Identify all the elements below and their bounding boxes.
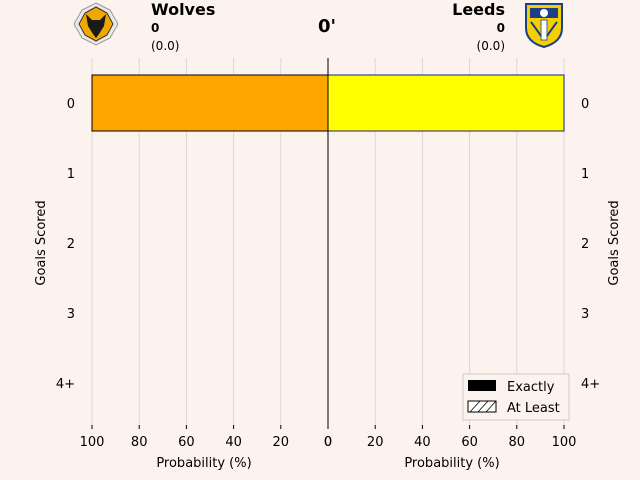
home-xg: (0.0) — [151, 39, 179, 53]
x-tick-label-left: 40 — [225, 435, 242, 450]
away-logo — [525, 3, 563, 49]
y-tick-label-left: 4+ — [56, 377, 75, 392]
y-tick-label-right: 1 — [581, 167, 589, 182]
legend-swatch-at-least — [467, 400, 497, 413]
x-tick-label-right: 20 — [367, 435, 384, 450]
legend: Exactly At Least — [462, 373, 570, 421]
home-score: 0 — [151, 21, 159, 35]
bar-away-exactly-0 — [327, 74, 565, 132]
x-tick-label-left: 20 — [273, 435, 290, 450]
x-tick-label-right: 40 — [414, 435, 431, 450]
legend-label-exactly: Exactly — [507, 380, 555, 395]
y-tick-label-right: 3 — [581, 307, 589, 322]
y-tick-label-right: 0 — [581, 97, 589, 112]
x-tick-label-left: 0 — [324, 435, 332, 450]
y-tick-label-left: 3 — [67, 307, 75, 322]
x-axis-label-left: Probability (%) — [156, 456, 251, 471]
y-tick-label-left: 2 — [67, 237, 75, 252]
x-tick-label-left: 100 — [80, 435, 105, 450]
y-tick-label-right: 2 — [581, 237, 589, 252]
x-axis-label-right: Probability (%) — [404, 456, 499, 471]
y-tick-label-left: 1 — [67, 167, 75, 182]
y-axis-label-left: Goals Scored — [34, 200, 49, 285]
x-tick-label-right: 60 — [461, 435, 478, 450]
away-score: 0 — [497, 21, 505, 35]
x-tick-label-left: 60 — [178, 435, 195, 450]
away-xg: (0.0) — [477, 39, 505, 53]
away-team-name: Leeds — [452, 0, 505, 19]
home-team-name: Wolves — [151, 0, 215, 19]
x-tick-label-right: 80 — [509, 435, 526, 450]
x-tick-label-right: 100 — [552, 435, 577, 450]
x-tick-label-right: 0 — [324, 435, 332, 450]
y-axis-label-right: Goals Scored — [607, 200, 622, 285]
bars — [91, 74, 565, 132]
home-logo — [73, 2, 119, 46]
legend-swatch-exactly — [468, 380, 496, 391]
x-tick-label-left: 80 — [131, 435, 148, 450]
bar-home-exactly-0 — [91, 74, 329, 132]
legend-label-at-least: At Least — [507, 401, 560, 416]
y-tick-label-right: 4+ — [581, 377, 600, 392]
y-tick-label-left: 0 — [67, 97, 75, 112]
match-minute: 0' — [318, 16, 336, 37]
